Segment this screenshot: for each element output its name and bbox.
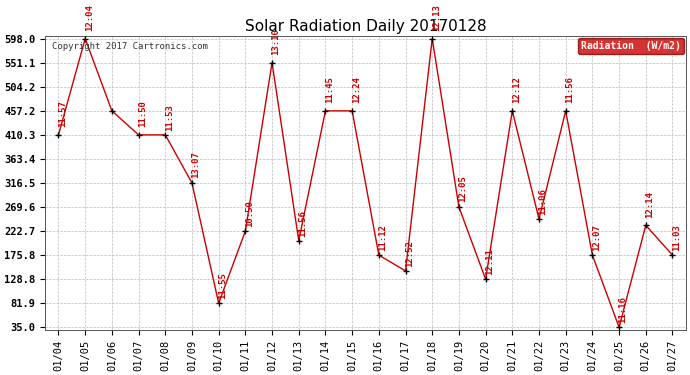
Text: 11:56: 11:56 — [565, 76, 574, 103]
Text: 11:57: 11:57 — [58, 100, 67, 127]
Text: 12:24: 12:24 — [352, 76, 361, 103]
Text: 10:50: 10:50 — [245, 200, 254, 227]
Text: 11:53: 11:53 — [165, 104, 174, 131]
Text: 12:05: 12:05 — [458, 175, 467, 202]
Title: Solar Radiation Daily 20170128: Solar Radiation Daily 20170128 — [245, 18, 486, 33]
Text: 12:14: 12:14 — [645, 191, 654, 217]
Text: 11:55: 11:55 — [218, 272, 227, 299]
Text: 11:12: 11:12 — [378, 224, 387, 251]
Legend: Radiation  (W/m2): Radiation (W/m2) — [578, 38, 684, 54]
Text: 12:11: 12:11 — [485, 248, 494, 275]
Text: 13:07: 13:07 — [191, 151, 201, 178]
Text: Copyright 2017 Cartronics.com: Copyright 2017 Cartronics.com — [52, 42, 208, 51]
Text: 12:04: 12:04 — [85, 4, 94, 31]
Text: 12:13: 12:13 — [432, 4, 441, 31]
Text: 12:52: 12:52 — [405, 240, 414, 267]
Text: 11:50: 11:50 — [138, 100, 147, 127]
Text: 11:16: 11:16 — [619, 296, 628, 323]
Text: 12:07: 12:07 — [592, 224, 601, 251]
Text: 13:10: 13:10 — [272, 28, 281, 55]
Text: 12:12: 12:12 — [512, 76, 521, 103]
Text: 11:03: 11:03 — [672, 224, 681, 251]
Text: 11:56: 11:56 — [298, 210, 307, 237]
Text: 11:45: 11:45 — [325, 76, 334, 103]
Text: 11:06: 11:06 — [538, 188, 547, 215]
